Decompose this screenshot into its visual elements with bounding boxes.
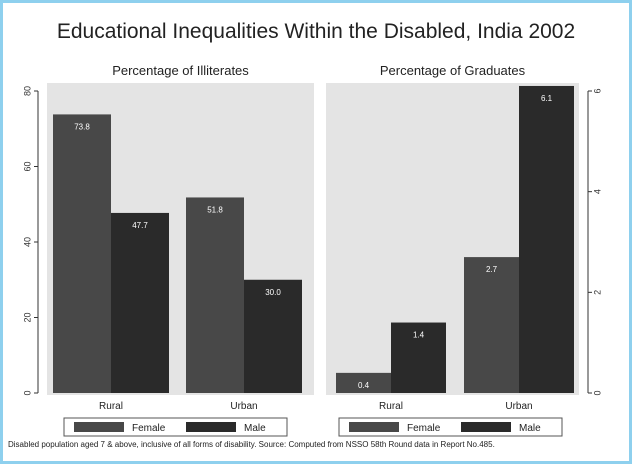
- panel2-legend-swatch: [349, 422, 399, 432]
- chart-title: Educational Inequalities Within the Disa…: [56, 20, 576, 43]
- panel2-data-label: 1.4: [413, 331, 425, 340]
- panel2-bar: [464, 257, 519, 393]
- panel2-legend-swatch: [461, 422, 511, 432]
- panel1-y-tick-label: 20: [22, 312, 32, 322]
- panel1-legend-swatch: [186, 422, 236, 432]
- panel1-category-label: Rural: [99, 401, 123, 412]
- panel2-bar: [519, 85, 574, 393]
- panel1-data-label: 51.8: [207, 205, 223, 214]
- panel1-data-label: 30.0: [265, 288, 281, 297]
- panel1-legend-swatch: [74, 422, 124, 432]
- panel1-bar: [111, 212, 169, 393]
- panel1-y-tick-label: 40: [22, 237, 32, 247]
- panel2-data-label: 0.4: [358, 381, 370, 390]
- panel1-data-label: 47.7: [132, 221, 148, 230]
- panel2-data-label: 2.7: [486, 265, 498, 274]
- panel2-data-label: 6.1: [541, 94, 553, 103]
- panel1-bar: [244, 279, 302, 393]
- panel2-y-tick-label: 6: [592, 88, 602, 93]
- panel1-y-tick-label: 0: [22, 390, 32, 395]
- panel1-bar: [53, 114, 111, 393]
- panel2-bar: [391, 322, 446, 393]
- panel1-y-tick-label: 80: [22, 86, 32, 96]
- panel1-category-label: Urban: [230, 401, 257, 412]
- panel2-y-tick-label: 4: [592, 189, 602, 194]
- panel2-y-tick-label: 0: [592, 390, 602, 395]
- panel1-legend-label: Male: [244, 423, 266, 434]
- panel2-category-label: Urban: [505, 401, 532, 412]
- panel1-bar: [186, 197, 244, 393]
- panel1-y-tick-label: 60: [22, 161, 32, 171]
- panel2-bar: [336, 372, 391, 393]
- panel1-title: Percentage of Illiterates: [112, 63, 249, 78]
- panel2-category-label: Rural: [379, 401, 403, 412]
- footnote: Disabled population aged 7 & above, incl…: [8, 440, 495, 449]
- panel2-legend-label: Female: [407, 423, 441, 434]
- panel2-legend-label: Male: [519, 423, 541, 434]
- panel1-legend-label: Female: [132, 423, 166, 434]
- panel2-title: Percentage of Graduates: [380, 63, 526, 78]
- panel1-data-label: 73.8: [74, 122, 90, 131]
- panel2-y-tick-label: 2: [592, 290, 602, 295]
